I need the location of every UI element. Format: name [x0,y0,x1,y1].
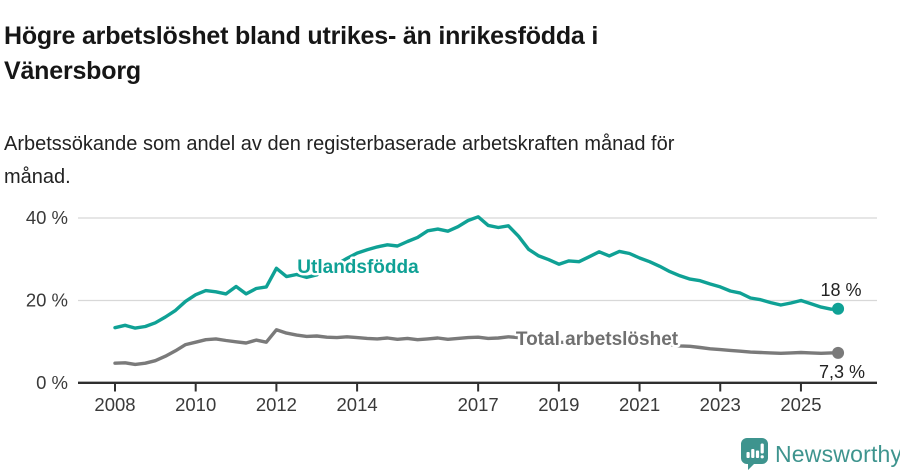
newsworthy-logo-icon [741,438,768,470]
y-tick-label: 0 % [36,372,68,393]
page-title: Högre arbetslöshet bland utrikes- än inr… [4,19,874,89]
series-line-utlandsf-dda [113,215,840,330]
series-line-total-arbetsl-shet [113,328,840,367]
series-label-utlandsfodda: Utlandsfödda [297,257,419,278]
title-line-2: Vänersborg [4,56,141,85]
x-tick-label: 2012 [256,394,297,415]
end-value-label-total: 7,3 % [819,362,865,382]
series-end-dot [832,346,845,359]
y-tick-label: 40 % [26,207,68,228]
series-end-dot [832,302,845,315]
chart-subtitle: Arbetssökande som andel av den registerb… [4,128,874,194]
series-annotations: Utlandsfödda Total arbetslöshet 18 % 7,3… [295,255,865,383]
data-series [113,215,845,367]
subtitle-line-1: Arbetssökande som andel av den registerb… [4,133,675,155]
x-tick-label: 2019 [538,394,579,415]
x-tick-label: 2017 [458,394,499,415]
y-tick-label: 20 % [26,290,68,311]
subtitle-line-2: månad. [4,166,71,188]
x-tick-label: 2014 [337,394,378,415]
gridlines: 0 % 20 % 40 % [26,207,877,393]
x-tick-label: 2010 [175,394,216,415]
x-tick-label: 2021 [619,394,660,415]
newsworthy-logo: Newsworthy [741,438,900,470]
x-tick-label: 2025 [780,394,821,415]
title-line-1: Högre arbetslöshet bland utrikes- än inr… [4,21,599,50]
end-value-label-utlandsfodda: 18 % [820,280,861,300]
x-tick-label: 2008 [94,394,135,415]
x-tick-label: 2023 [700,394,741,415]
newsworthy-logo-text: Newsworthy [775,440,900,467]
series-label-total: Total arbetslöshet [516,329,679,350]
x-axis: 2008 2010 2012 2014 2017 2019 2021 2023 2025 [78,381,877,415]
